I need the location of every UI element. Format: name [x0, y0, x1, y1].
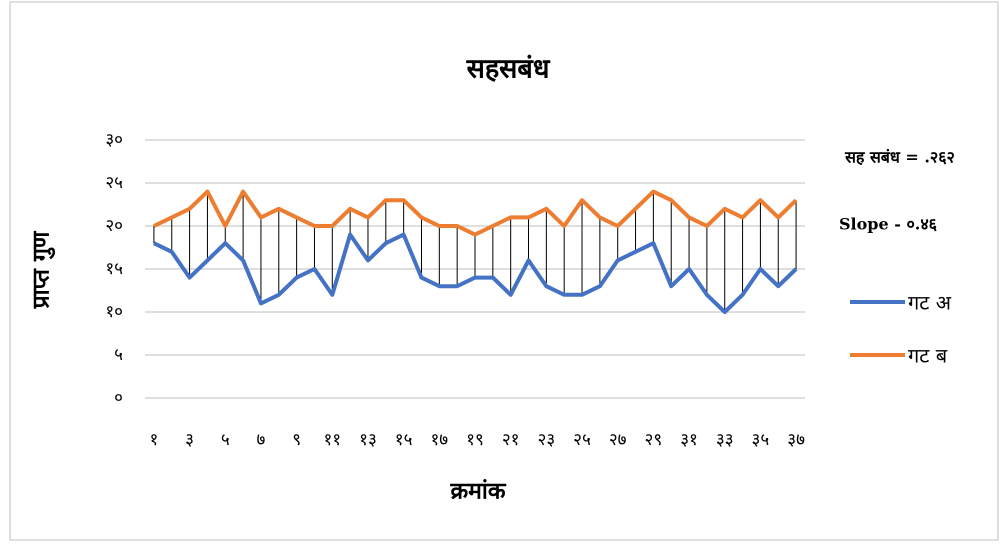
- x-tick-label: २१: [502, 430, 520, 450]
- y-tick-label: २५: [105, 173, 123, 193]
- y-tick-label: ३०: [105, 130, 123, 150]
- y-tick-label: १५: [105, 259, 123, 279]
- chart-title: सहसबंध: [466, 54, 551, 85]
- x-tick-label: २९: [645, 430, 663, 450]
- x-tick-label: ३१: [680, 430, 698, 450]
- x-tick-label: ३५: [752, 430, 770, 450]
- x-tick-label: ३: [185, 430, 194, 450]
- y-tick-label: २०: [105, 216, 123, 236]
- x-tick-label: २५: [573, 430, 591, 450]
- x-tick-label: २७: [609, 430, 627, 450]
- x-axis-label: क्रमांक: [449, 479, 506, 505]
- annotation: सह सबंध = .२६२: [844, 148, 955, 167]
- y-tick-label: ५: [114, 345, 123, 365]
- x-tick-label: १७: [430, 430, 448, 450]
- x-tick-label: २३: [538, 430, 556, 450]
- x-tick-label: १५: [395, 430, 413, 450]
- x-tick-label: ५: [221, 430, 230, 450]
- legend-label: गट ब: [908, 344, 948, 368]
- x-tick-label: ११: [323, 430, 341, 450]
- x-tick-label: ७: [257, 430, 266, 450]
- annotation: Slope - ०.४६: [839, 215, 938, 234]
- x-tick-label: ३७: [787, 430, 805, 450]
- series-line: [153, 189, 798, 237]
- chart-frame: [9, 1, 999, 541]
- x-tick-label: १९: [466, 430, 484, 450]
- y-tick-label: १०: [105, 302, 123, 322]
- y-tick-label: ०: [114, 388, 123, 408]
- series-line: [153, 232, 798, 314]
- x-tick-label: ९: [292, 430, 301, 450]
- x-tick-label: ३३: [716, 430, 734, 450]
- y-axis-label: प्राप्त गुण: [29, 230, 56, 309]
- legend-label: गट अ: [908, 291, 952, 315]
- x-tick-label: १: [149, 430, 158, 450]
- x-tick-label: १३: [359, 430, 377, 450]
